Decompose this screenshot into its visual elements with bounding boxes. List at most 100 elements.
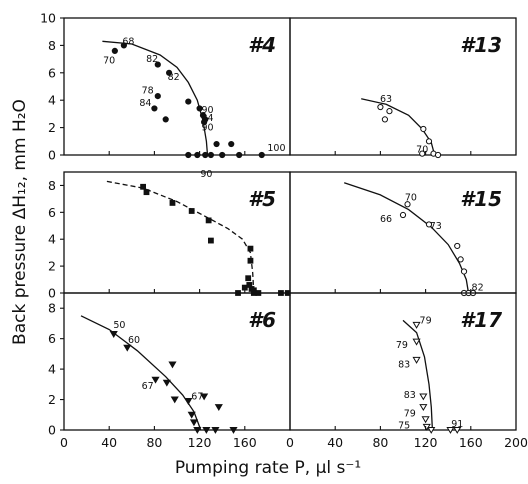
data-point [201,119,208,126]
point-annotation: 78 [142,86,154,97]
y-tick-label: 4 [48,93,56,108]
data-point [245,275,252,282]
y-tick-label: 2 [48,259,56,274]
x-tick-label: 200 [504,435,528,450]
x-tick-label: 120 [188,435,212,450]
data-point [208,237,214,244]
y-tick-label: 0 [48,423,56,438]
data-point [111,47,118,54]
fit-curve [343,182,470,294]
y-tick-label: 2 [48,392,56,407]
x-tick-label: 80 [146,435,162,450]
data-point [425,221,433,228]
data-point [420,125,427,133]
point-annotation: 70 [405,193,417,204]
data-point [184,398,193,405]
data-point [377,103,384,111]
point-annotation: 84 [201,113,213,124]
data-point [151,376,160,384]
data-point [425,138,433,145]
data-point [165,69,173,76]
fit-curve [361,98,436,156]
panel: #5 [63,171,291,296]
panel: #13 63 70 [289,17,517,159]
y-tick-label: 8 [48,38,56,53]
data-point [185,151,192,159]
data-point [214,404,223,412]
data-point [419,150,426,157]
point-annotation: 91 [451,419,463,430]
panel-title: #17 [460,308,502,332]
data-point [211,426,220,434]
data-point [419,404,428,412]
data-point [228,140,235,148]
point-annotation: 84 [139,98,151,109]
y-tick-label: 0 [48,286,56,301]
data-point [170,396,179,404]
point-annotation: 60 [128,335,140,346]
panel-frame [289,17,517,156]
y-tick-label: 6 [48,65,56,80]
data-point [154,61,161,68]
point-annotation: 70 [416,145,428,156]
point-annotation: 79 [404,408,416,419]
y-tick-label: 8 [48,178,56,193]
data-point [419,393,428,401]
data-point [200,393,209,401]
point-annotation: 83 [404,390,416,401]
data-point [109,331,118,338]
data-point [169,200,176,206]
data-point [202,426,211,434]
point-annotation: 90 [201,105,213,116]
data-point [143,189,150,196]
data-point [457,256,464,263]
y-tick-label: 4 [48,362,56,377]
y-axis-label: Back pressure ΔH₁₂, mm H₂O [10,99,30,345]
data-point [247,257,254,264]
data-point [404,201,411,208]
y-tick-label: 10 [40,11,56,26]
data-point [207,151,214,159]
data-point [196,105,203,112]
data-point [187,411,196,419]
point-annotation: 79 [396,340,408,351]
data-point [151,105,158,112]
point-annotation: 82 [472,283,484,294]
y-tick-label: 6 [48,331,56,346]
data-point [258,151,265,159]
x-axis-label: Pumping rate P, µl s⁻¹ [175,458,361,478]
y-tick-label: 2 [48,120,56,135]
panel-title: #5 [248,187,276,211]
point-annotation: 67 [191,392,203,403]
panel: #15 70 66 73 82 [289,171,517,297]
x-tick-label: 80 [372,435,388,450]
y-tick-label: 0 [48,148,56,163]
data-point [386,108,393,115]
point-annotation: 67 [142,381,154,392]
data-point [229,426,238,434]
x-tick-label: 160 [459,435,483,450]
x-tick-label: 0 [60,435,68,450]
x-tick-label: 160 [233,435,257,450]
x-tick-label: 120 [414,435,438,450]
point-annotation: 63 [380,94,392,105]
data-point [162,379,171,387]
data-point [189,419,199,427]
data-point [412,321,421,329]
data-point [453,426,462,434]
point-annotation: 83 [398,360,410,371]
panel-title: #6 [248,308,276,332]
data-point [247,245,254,252]
data-point [412,356,421,364]
y-tick-label: 6 [48,205,56,220]
data-point [427,426,436,434]
x-tick-label: 40 [327,435,343,450]
data-point [412,338,421,346]
fit-curve [402,319,434,431]
data-point [434,151,442,159]
point-annotation: 75 [398,420,410,431]
